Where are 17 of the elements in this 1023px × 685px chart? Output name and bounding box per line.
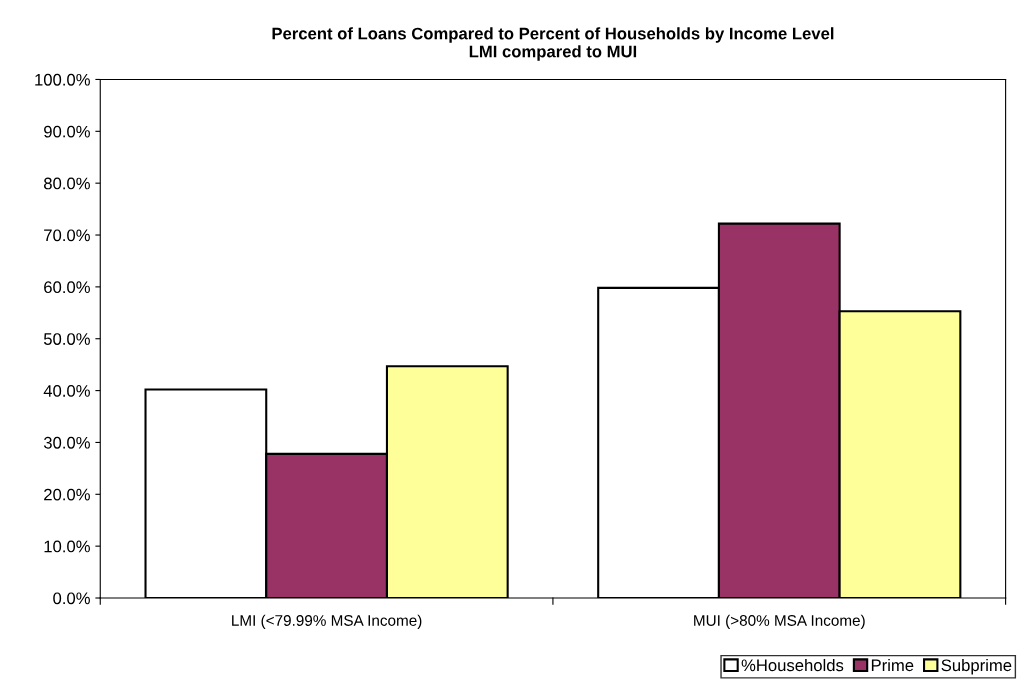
y-tick-label: 20.0% (44, 488, 90, 501)
legend-label: %Households (741, 658, 844, 672)
x-tick-label: LMI (<79.99% MSA Income) (232, 614, 422, 629)
y-tick-label: 50.0% (43, 333, 90, 345)
x-tick-label: MUI (>80% MSA Income) (694, 614, 865, 629)
y-tick-label: 30.0% (43, 436, 90, 449)
y-tick-label: 100.0% (35, 73, 90, 86)
y-tick-label: 0.0% (53, 592, 90, 605)
y-tick-label: 70.0% (44, 229, 90, 242)
y-tick-label: 40.0% (43, 384, 90, 397)
legend-label: Subprime (941, 658, 1012, 675)
y-tick-label: 60.0% (44, 281, 90, 294)
chart-title: Percent of Loans Compared to Percent of Households by Income Level LMI compared to MUI (272, 27, 834, 61)
y-tick-label: 90.0% (44, 125, 90, 138)
y-tick-label: 80.0% (44, 177, 90, 190)
legend-label: Prime (871, 658, 914, 672)
y-tick-label: 10.0% (44, 540, 90, 553)
